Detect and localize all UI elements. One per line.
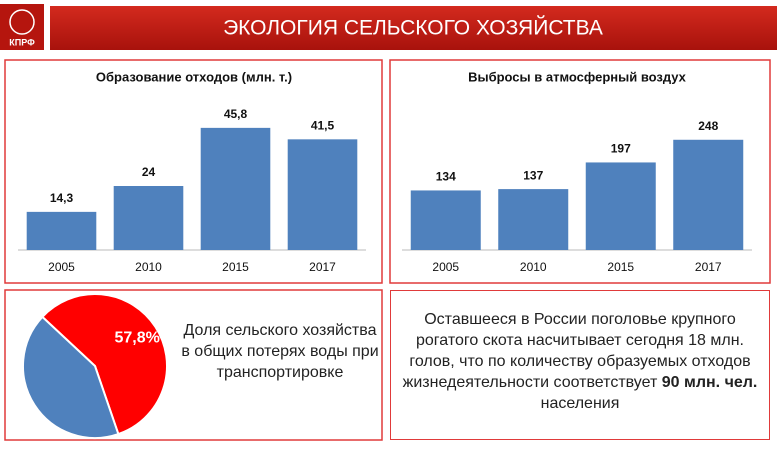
x-tick-label: 2017 — [309, 260, 336, 274]
note-text-part: населения — [540, 395, 620, 412]
value-label: 57,8% — [114, 330, 159, 347]
header-bar — [50, 6, 777, 50]
x-tick-label: 2005 — [432, 260, 459, 274]
bar — [287, 139, 358, 250]
logo-box — [0, 4, 44, 50]
value-label: 134 — [436, 170, 456, 184]
x-tick-label: 2005 — [48, 260, 75, 274]
pie-slice — [22, 315, 120, 439]
note-bold: 90 млн. чел. — [661, 374, 758, 391]
bar — [410, 190, 481, 250]
x-tick-label: 2010 — [520, 260, 547, 274]
logo-text: КПРФ — [9, 37, 35, 47]
bar — [585, 162, 656, 250]
value-label: 24 — [142, 165, 156, 179]
value-label: 14,3 — [50, 191, 74, 205]
x-tick-label: 2010 — [135, 260, 162, 274]
value-label: 197 — [611, 142, 631, 156]
value-label: 137 — [523, 168, 543, 182]
bar — [673, 139, 744, 250]
pie-slice — [40, 293, 168, 436]
header-title: ЭКОЛОГИЯ СЕЛЬСКОГО ХОЗЯЙСТВА — [223, 16, 603, 40]
panel — [4, 59, 383, 284]
note-text-part: Оставшееся в России поголовье крупного р… — [402, 311, 751, 391]
x-tick-label: 2015 — [607, 260, 634, 274]
panel — [4, 289, 383, 441]
note-text: Оставшееся в России поголовье крупного р… — [399, 309, 761, 414]
chart-title: Образование отходов (млн. т.) — [96, 69, 292, 84]
pie-caption: Доля сельского хозяйства в общих потерях… — [181, 322, 379, 381]
value-label: 41,5 — [311, 119, 335, 133]
bar — [498, 189, 569, 250]
note-box: Оставшееся в России поголовье крупного р… — [390, 290, 770, 440]
bar — [26, 211, 97, 250]
chart-title: Выбросы в атмосферный воздух — [468, 69, 687, 84]
panel — [389, 59, 771, 284]
x-tick-label: 2017 — [695, 260, 722, 274]
bar — [113, 186, 184, 250]
logo-emblem — [9, 9, 35, 35]
bar — [200, 127, 271, 250]
x-tick-label: 2015 — [222, 260, 249, 274]
value-label: 45,8 — [224, 107, 248, 121]
value-label: 248 — [698, 119, 718, 133]
